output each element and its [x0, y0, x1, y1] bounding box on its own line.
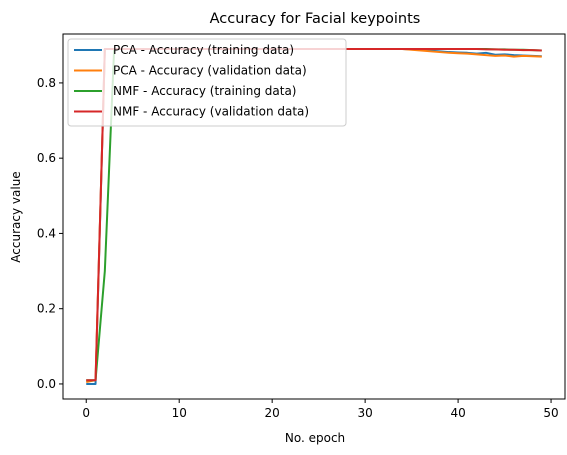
y-tick-label: 0.4 [37, 226, 56, 240]
x-tick-label: 50 [543, 406, 558, 420]
x-axis: 0 10 20 30 40 50 [82, 399, 559, 420]
y-axis-label: Accuracy value [9, 171, 23, 262]
x-axis-label: No. epoch [285, 431, 345, 445]
plot-frame [62, 33, 566, 400]
legend-label-2: PCA - Accuracy (validation data) [113, 64, 307, 78]
legend-label-3: NMF - Accuracy (training data) [113, 84, 297, 98]
x-tick-label: 0 [82, 406, 90, 420]
legend-label-4: NMF - Accuracy (validation data) [113, 105, 309, 119]
y-tick-label: 0.2 [37, 302, 56, 316]
legend-label-1: PCA - Accuracy (training data) [113, 43, 294, 57]
x-tick-label: 10 [172, 406, 187, 420]
y-tick-label: 0.6 [37, 151, 56, 165]
legend-box [67, 38, 347, 127]
y-tick-label: 0.0 [37, 377, 56, 391]
x-tick-label: 20 [265, 406, 280, 420]
legend: PCA - Accuracy (training data) PCA - Accu… [67, 38, 347, 127]
x-tick-label: 40 [450, 406, 465, 420]
chart-title: Accuracy for Facial keypoints [210, 11, 421, 27]
x-tick-label: 30 [357, 406, 372, 420]
y-axis: 0.0 0.2 0.4 0.6 0.8 [37, 76, 63, 391]
y-tick-label: 0.8 [37, 76, 56, 90]
